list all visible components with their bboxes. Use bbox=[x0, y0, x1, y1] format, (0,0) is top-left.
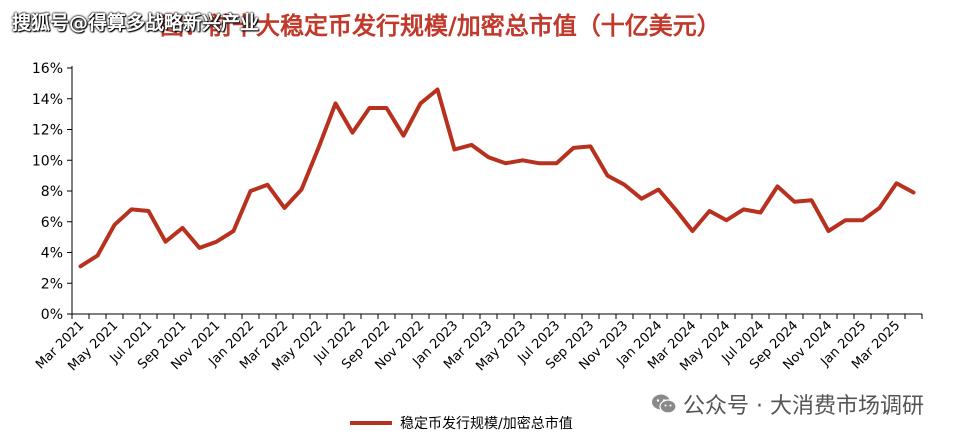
data-point bbox=[708, 209, 712, 213]
data-point bbox=[844, 218, 848, 222]
chart-title: 图：前十大稳定币发行规模/加密总市值（十亿美元） bbox=[160, 12, 721, 40]
legend-label: 稳定币发行规模/加密总市值 bbox=[400, 416, 573, 432]
data-point bbox=[521, 158, 525, 162]
data-point bbox=[351, 131, 355, 135]
data-point bbox=[249, 189, 253, 193]
wechat-icon bbox=[652, 394, 677, 414]
data-point bbox=[504, 161, 508, 165]
data-point bbox=[198, 246, 202, 250]
data-point bbox=[385, 106, 389, 110]
data-point bbox=[606, 174, 610, 178]
y-tick-label: 2% bbox=[41, 276, 63, 292]
data-point bbox=[827, 229, 831, 233]
data-point bbox=[130, 207, 134, 211]
y-tick-label: 6% bbox=[41, 215, 63, 231]
data-point bbox=[793, 200, 797, 204]
data-point bbox=[538, 161, 542, 165]
legend: 稳定币发行规模/加密总市值 bbox=[350, 413, 573, 433]
data-point bbox=[232, 229, 236, 233]
data-point bbox=[334, 101, 338, 105]
data-point bbox=[147, 209, 151, 213]
data-point bbox=[589, 144, 593, 148]
y-tick-label: 8% bbox=[41, 184, 63, 200]
data-point bbox=[725, 218, 729, 222]
series-layer bbox=[78, 87, 916, 269]
data-point bbox=[759, 211, 763, 215]
y-tick-label: 4% bbox=[41, 246, 63, 262]
data-point bbox=[895, 181, 899, 185]
data-point bbox=[470, 143, 474, 147]
data-point bbox=[640, 197, 644, 201]
data-point bbox=[79, 264, 83, 268]
data-point bbox=[317, 146, 321, 150]
y-tick-label: 14% bbox=[32, 92, 63, 108]
data-point bbox=[266, 183, 270, 187]
data-point bbox=[181, 226, 185, 230]
data-point bbox=[436, 88, 440, 92]
data-point bbox=[453, 147, 457, 151]
y-axis: 0% 2% 4% 6% 8% 10% 12% 14% 16% bbox=[32, 61, 73, 323]
data-point bbox=[113, 223, 117, 227]
data-point bbox=[419, 101, 423, 105]
data-point bbox=[215, 240, 219, 244]
y-tick-label: 16% bbox=[32, 61, 63, 77]
series-line bbox=[78, 87, 916, 269]
data-point bbox=[96, 254, 100, 258]
y-tick-label: 10% bbox=[32, 153, 63, 169]
y-tick-label: 12% bbox=[32, 123, 63, 139]
data-point bbox=[487, 155, 491, 159]
data-point bbox=[810, 198, 814, 202]
watermark: 搜狐号@得算多战略新兴产业 bbox=[12, 12, 260, 34]
data-point bbox=[555, 161, 559, 165]
wechat-watermark: 公众号 · 大消费市场调研 bbox=[651, 388, 924, 420]
y-tick-label: 0% bbox=[41, 307, 63, 323]
data-point bbox=[368, 106, 372, 110]
data-point bbox=[402, 134, 406, 138]
data-point bbox=[572, 146, 576, 150]
data-point bbox=[861, 218, 865, 222]
data-point bbox=[776, 184, 780, 188]
data-point bbox=[742, 207, 746, 211]
data-point bbox=[657, 187, 661, 191]
data-point bbox=[912, 191, 916, 195]
data-point bbox=[300, 187, 304, 191]
data-point bbox=[164, 240, 168, 244]
legend-swatch bbox=[350, 421, 392, 425]
wechat-label: 公众号 · 大消费市场调研 bbox=[683, 394, 924, 419]
data-point bbox=[878, 206, 882, 210]
data-point bbox=[283, 206, 287, 210]
data-point bbox=[674, 207, 678, 211]
data-point bbox=[691, 229, 695, 233]
data-point bbox=[623, 183, 627, 187]
